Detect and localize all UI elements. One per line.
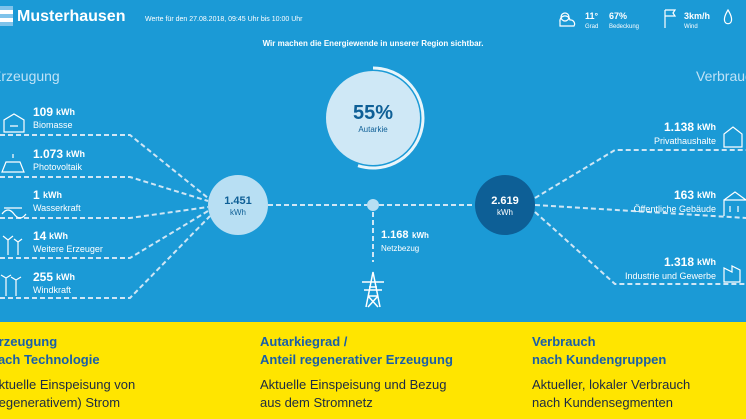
grid-node	[367, 199, 379, 211]
autarky-label: Autarkie	[358, 125, 388, 134]
section-heading: Verbrauch	[696, 68, 746, 84]
info-title: Autarkiegrad /	[260, 334, 348, 349]
weather-value: 67%	[609, 11, 628, 21]
weather-value: 11°	[585, 11, 599, 21]
hub-value: 2.619	[491, 195, 519, 207]
source-label: Photovoltaik	[33, 162, 83, 172]
consumer-icons	[723, 126, 746, 283]
source-icons	[0, 113, 27, 296]
site-title: Musterhausen	[17, 8, 126, 25]
consumption-hub	[475, 175, 535, 235]
consumer-unit: kWh	[697, 190, 716, 200]
hub-value: 1.451	[224, 195, 252, 207]
weather-label: Wind	[684, 24, 698, 30]
autarky-circle	[326, 71, 420, 165]
source-unit: kWh	[56, 107, 75, 117]
consumer-unit: kWh	[697, 122, 716, 132]
info-title: Erzeugung	[0, 334, 58, 349]
generation-hub	[208, 175, 268, 235]
info-title: nach Technologie	[0, 352, 100, 367]
source-label: Weitere Erzeuger	[33, 244, 103, 254]
section-heading: Erzeugung	[0, 68, 60, 84]
autarky-ring	[357, 66, 425, 170]
source-unit: kWh	[56, 272, 75, 282]
pylon-icon	[362, 271, 384, 308]
tagline: Wir machen die Energiewende in unserer R…	[262, 39, 484, 48]
info-band	[0, 322, 746, 419]
consumer-unit: kWh	[697, 257, 716, 267]
source-value: 14	[33, 229, 47, 243]
source-label: Wasserkraft	[33, 203, 81, 213]
source-unit: kWh	[66, 149, 85, 159]
weather-icons	[559, 8, 733, 28]
grid-label: Netzbezug	[381, 244, 420, 253]
consumer-label: Industrie und Gewerbe	[624, 271, 716, 281]
consumer-label: Privathaushalte	[653, 136, 716, 146]
info-text: aus dem Stromnetz	[260, 395, 373, 410]
info-title: Verbrauch	[532, 334, 596, 349]
info-text: Aktuelle Einspeisung von	[0, 377, 136, 392]
consumer-value: 163	[673, 188, 694, 202]
hub-unit: kWh	[230, 208, 246, 217]
info-text: Aktueller, lokaler Verbrauch	[532, 377, 691, 392]
weather-label: Grad	[585, 24, 599, 30]
period: Werte für den 27.08.2018, 09:45 Uhr bis …	[145, 16, 303, 23]
grid-value: 1.168	[381, 229, 409, 241]
info-text: (regenerativem) Strom	[0, 395, 121, 410]
hub-unit: kWh	[497, 208, 513, 217]
source-value: 1.073	[33, 147, 64, 161]
consumer-label: Öffentliche Gebäude	[633, 204, 716, 214]
flow-lines	[0, 134, 746, 299]
weather-value: 3km/h	[684, 11, 711, 21]
source-unit: kWh	[43, 190, 62, 200]
bavaria-flag	[0, 6, 13, 26]
source-label: Biomasse	[33, 120, 73, 130]
source-value: 255	[33, 270, 54, 284]
info-text: Aktuelle Einspeisung und Bezug	[260, 377, 447, 392]
autarky-value: 55%	[352, 102, 394, 124]
weather-label: Bedeckung	[609, 24, 640, 30]
info-title: nach Kundengruppen	[532, 352, 667, 367]
source-label: Windkraft	[33, 285, 72, 295]
consumer-value: 1.318	[663, 255, 694, 269]
info-title: Anteil regenerativer Erzeugung	[260, 352, 453, 367]
consumer-value: 1.138	[663, 120, 694, 134]
source-value: 1	[33, 188, 40, 202]
source-value: 109	[33, 105, 54, 119]
info-text: nach Kundensegmenten	[532, 395, 673, 410]
grid-unit: kWh	[412, 231, 429, 240]
source-unit: kWh	[49, 231, 68, 241]
